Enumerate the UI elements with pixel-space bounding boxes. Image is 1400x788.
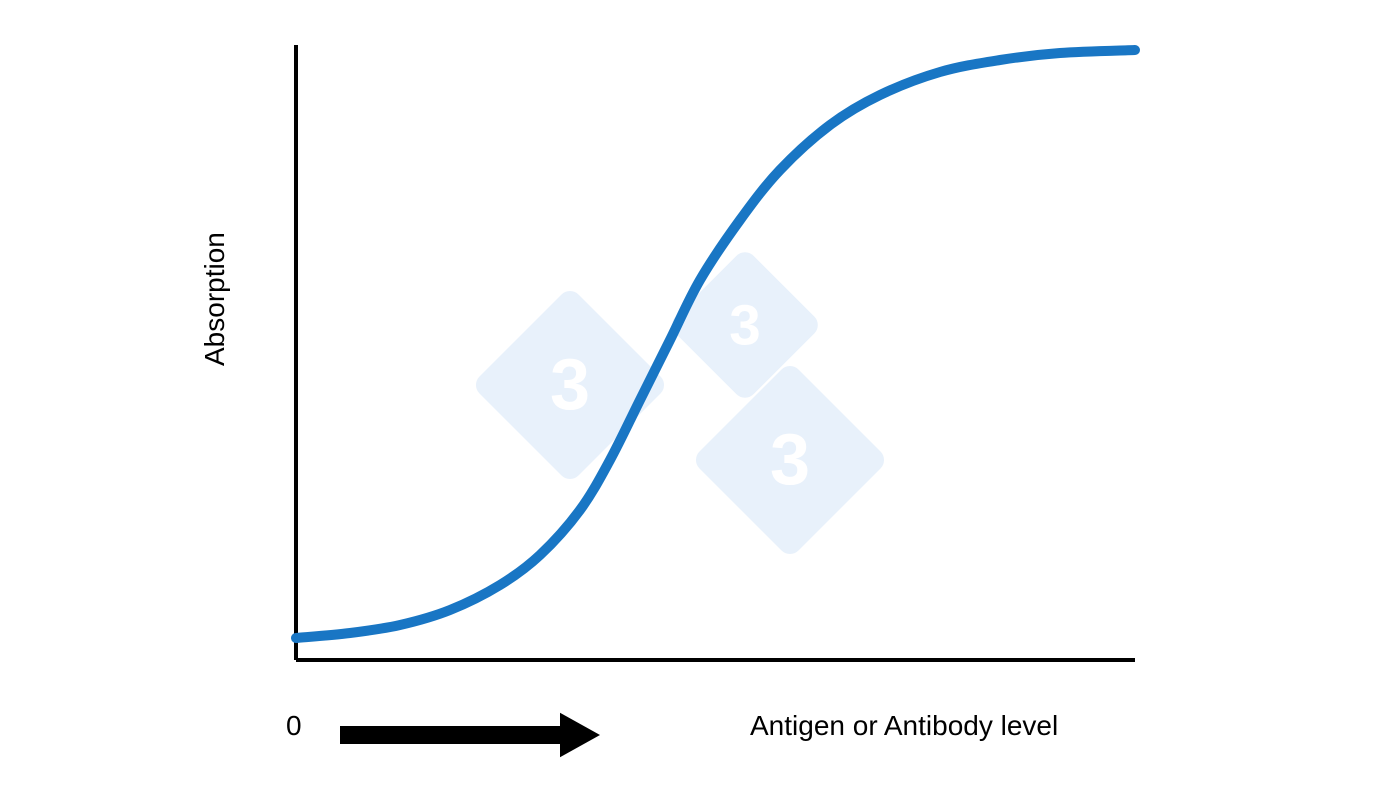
x-axis-label: Antigen or Antibody level [750, 710, 1058, 742]
chart-container: 333 Absorption 0 Antigen or Antibody lev… [0, 0, 1400, 788]
watermark: 333 [471, 247, 889, 559]
svg-text:3: 3 [729, 294, 760, 357]
origin-label: 0 [286, 710, 302, 742]
x-direction-arrow [340, 713, 600, 757]
y-axis-label: Absorption [199, 232, 231, 366]
svg-text:3: 3 [550, 345, 590, 425]
svg-text:3: 3 [770, 420, 810, 500]
chart-svg: 333 [0, 0, 1400, 788]
